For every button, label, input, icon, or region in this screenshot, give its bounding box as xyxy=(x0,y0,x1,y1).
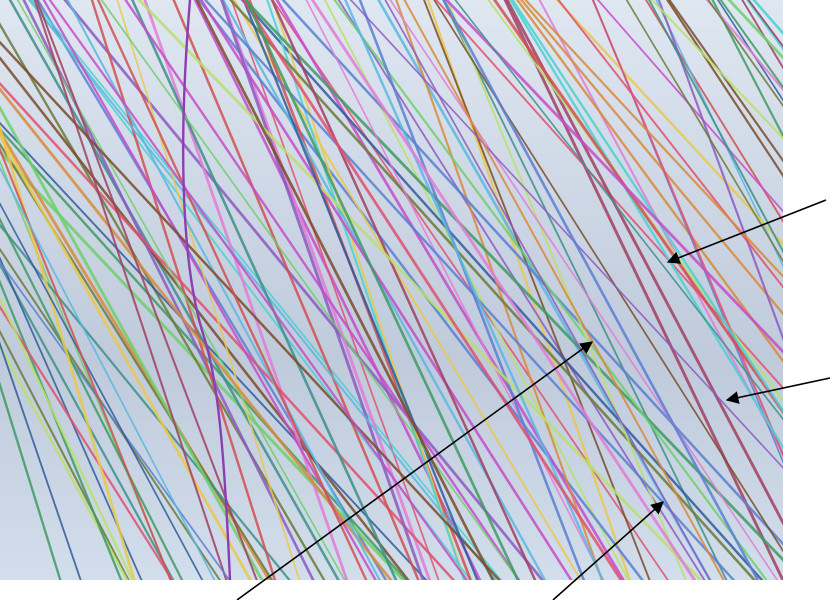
fiber-line xyxy=(515,0,783,363)
fiber-line xyxy=(707,0,783,108)
fiber-line xyxy=(349,0,783,469)
fiber-line xyxy=(310,0,697,580)
arrow-bottom-left xyxy=(236,341,594,600)
annotation-arrows xyxy=(236,199,831,600)
fiber-line xyxy=(221,0,547,580)
fiber-line xyxy=(0,121,428,580)
fiber-line xyxy=(509,0,783,450)
fiber-line xyxy=(625,0,783,263)
fiber-line xyxy=(711,0,783,139)
fiber-line xyxy=(96,0,368,580)
fiber-line xyxy=(0,166,216,580)
fiber-line xyxy=(650,0,783,140)
fiber-line xyxy=(0,256,143,580)
fiber-line xyxy=(523,0,783,279)
fiber-line xyxy=(116,0,301,580)
fiber-line xyxy=(0,217,184,580)
fiber-line xyxy=(511,0,783,413)
fiber-line xyxy=(31,0,502,580)
fiber-line xyxy=(492,0,783,415)
fiber-line xyxy=(0,304,174,580)
fiber-line xyxy=(0,247,221,580)
fiber-line xyxy=(100,0,520,580)
fiber-line xyxy=(333,0,768,580)
fiber-line xyxy=(0,146,172,580)
fiber-line xyxy=(0,22,326,580)
fiber-line xyxy=(395,0,604,580)
fiber-line xyxy=(423,0,651,580)
fiber-line xyxy=(195,0,495,580)
fiber-line xyxy=(538,0,783,456)
arrow-top-right xyxy=(666,199,827,264)
fiber-line xyxy=(0,142,274,580)
fiber-line xyxy=(657,0,783,342)
fiber-line xyxy=(0,260,231,580)
fiber-line xyxy=(143,0,349,580)
fiber-line xyxy=(0,87,393,580)
fiber-line xyxy=(270,0,537,580)
fiber-line xyxy=(124,0,521,580)
fiber-line xyxy=(0,381,62,580)
fiber-line xyxy=(444,0,783,354)
fiber-line xyxy=(503,0,783,580)
fiber-line xyxy=(241,0,623,580)
fiber-line xyxy=(557,0,783,289)
fiber-line xyxy=(666,0,783,178)
fiber-line xyxy=(555,0,783,246)
fiber-line xyxy=(242,0,479,580)
fiber-line xyxy=(33,0,228,580)
fiber-line xyxy=(0,296,134,580)
fiber-line xyxy=(305,0,605,580)
fiber-line xyxy=(0,279,123,580)
fiber-line xyxy=(199,0,573,580)
fiber-line xyxy=(446,0,687,580)
fiber-line xyxy=(16,0,346,580)
fiber-line xyxy=(717,0,783,102)
fiber-line xyxy=(403,0,725,580)
fiber-line xyxy=(0,341,82,580)
fiber-line xyxy=(221,0,432,580)
fiber-line xyxy=(596,0,783,213)
fiber-line xyxy=(36,0,388,580)
fiber-line xyxy=(172,0,420,580)
fiber-line xyxy=(358,0,586,580)
fiber-line xyxy=(389,0,779,580)
arrow-bottom-center xyxy=(552,501,664,600)
fiber-line xyxy=(90,0,277,580)
fiber-line xyxy=(266,0,466,580)
fiber-line xyxy=(0,202,204,580)
arrow-mid-right xyxy=(725,377,831,404)
fiber-line xyxy=(0,343,129,580)
fiber-line xyxy=(668,0,783,163)
fiber-line xyxy=(0,133,252,580)
fiber-line xyxy=(130,0,398,580)
fiber-line xyxy=(48,0,469,580)
fiber-line xyxy=(230,0,440,580)
fiber-line xyxy=(220,0,425,580)
fiber-line xyxy=(0,105,264,580)
fiber-line xyxy=(655,0,783,268)
fiber-line xyxy=(648,0,783,254)
fiber-line xyxy=(243,0,783,562)
fiber-line xyxy=(442,0,760,580)
fiber-line xyxy=(644,0,783,223)
fiber-line xyxy=(137,0,703,580)
fiber-line-curved xyxy=(181,0,232,580)
fiber-line xyxy=(0,329,130,580)
fiber-line xyxy=(8,0,340,580)
fiber-line xyxy=(454,0,783,421)
fiber-line xyxy=(244,0,520,580)
